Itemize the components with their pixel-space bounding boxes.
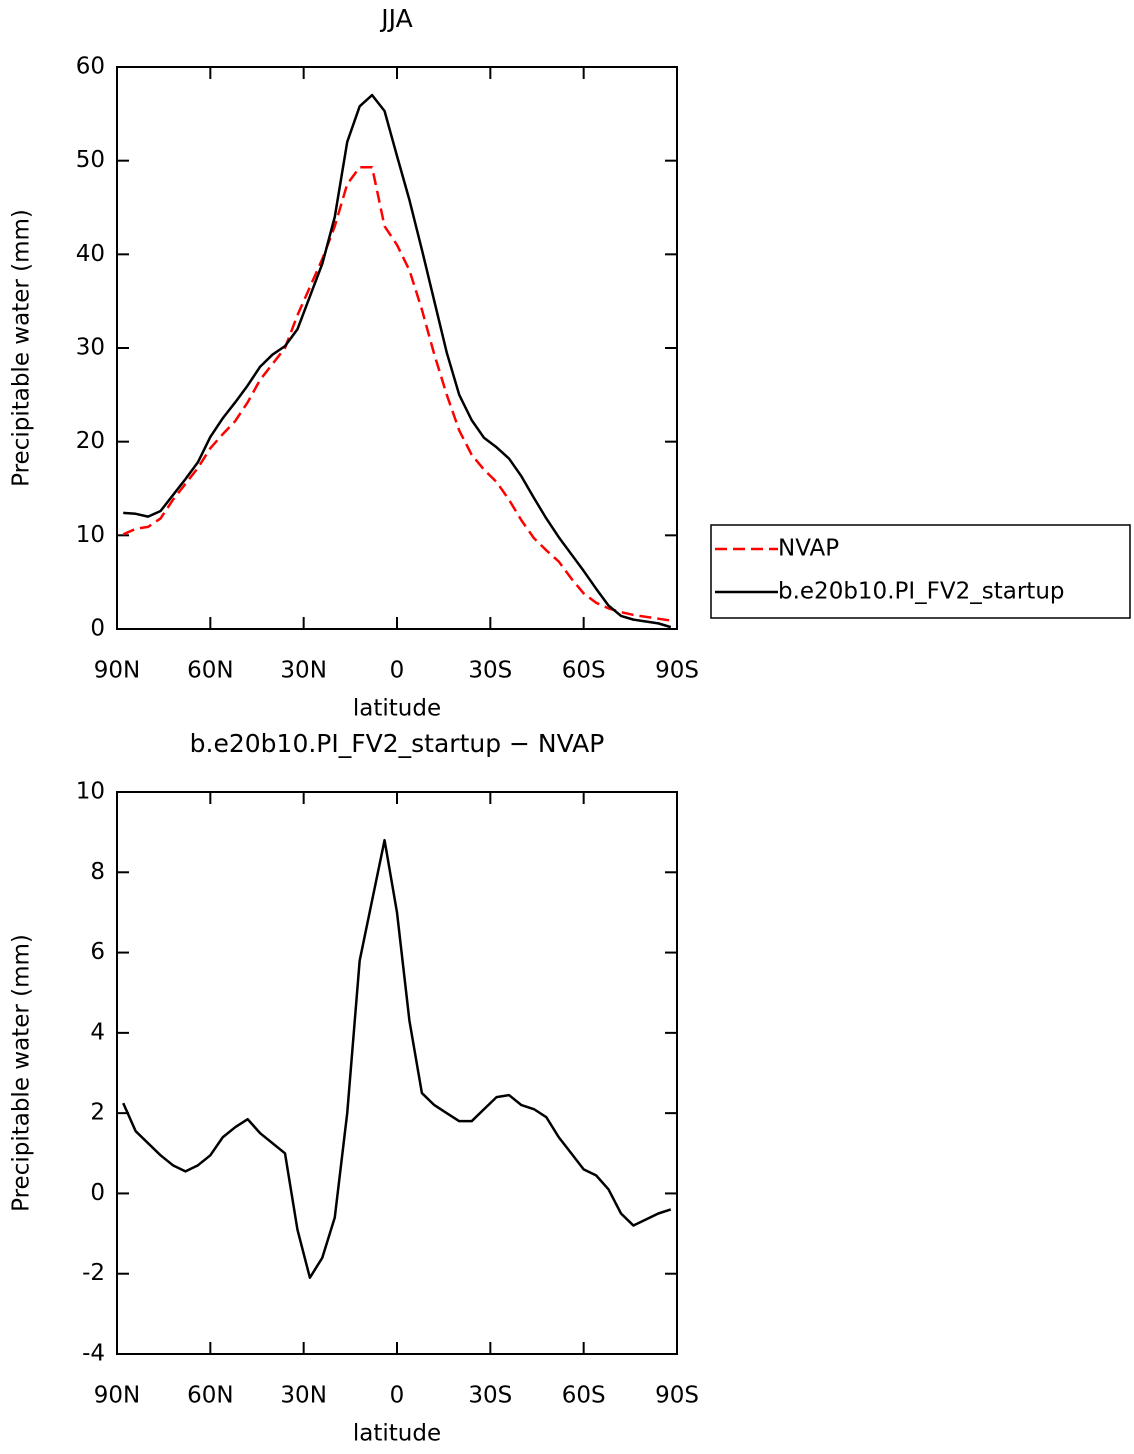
- x-axis-label: latitude: [353, 1421, 441, 1447]
- y-tick-label: 8: [90, 859, 105, 885]
- y-tick-label: 20: [76, 428, 105, 454]
- y-tick-label: 50: [76, 147, 105, 173]
- x-tick-label: 30S: [468, 658, 512, 684]
- legend-label: b.e20b10.PI_FV2_startup: [778, 579, 1065, 605]
- y-tick-label: 10: [76, 522, 105, 548]
- y-tick-label: 40: [76, 241, 105, 267]
- y-tick-label: 0: [90, 1180, 105, 1206]
- x-tick-label: 90S: [655, 1383, 699, 1409]
- x-tick-label: 60N: [187, 1383, 233, 1409]
- chart-title: JJA: [379, 4, 412, 33]
- y-tick-label: -4: [82, 1341, 105, 1367]
- y-tick-label: -2: [82, 1260, 105, 1286]
- y-tick-label: 6: [90, 939, 105, 965]
- x-tick-label: 0: [390, 1383, 405, 1409]
- x-tick-label: 30N: [280, 658, 326, 684]
- y-tick-label: 2: [90, 1100, 105, 1126]
- legend-box: [710, 524, 1131, 619]
- x-tick-label: 30N: [280, 1383, 326, 1409]
- data-line: [122, 838, 672, 1279]
- x-tick-label: 0: [390, 658, 405, 684]
- x-tick-label: 60N: [187, 658, 233, 684]
- x-tick-label: 30S: [468, 1383, 512, 1409]
- legend-label: NVAP: [778, 536, 839, 562]
- x-tick-label: 90N: [94, 1383, 140, 1409]
- x-tick-label: 60S: [562, 1383, 606, 1409]
- y-axis-label: Precipitable water (mm): [9, 209, 35, 487]
- y-tick-label: 10: [76, 779, 105, 805]
- y-tick-label: 4: [90, 1019, 105, 1045]
- x-axis-label: latitude: [353, 696, 441, 722]
- y-tick-label: 30: [76, 335, 105, 361]
- x-tick-label: 60S: [562, 658, 606, 684]
- data-line: [122, 165, 671, 622]
- y-tick-label: 0: [90, 616, 105, 642]
- x-tick-label: 90N: [94, 658, 140, 684]
- data-line: [123, 93, 672, 629]
- chart-title: b.e20b10.PI_FV2_startup − NVAP: [190, 729, 605, 758]
- y-axis-label: Precipitable water (mm): [9, 934, 35, 1212]
- y-tick-label: 60: [76, 54, 105, 80]
- x-tick-label: 90S: [655, 658, 699, 684]
- plot-frame: [116, 791, 678, 1355]
